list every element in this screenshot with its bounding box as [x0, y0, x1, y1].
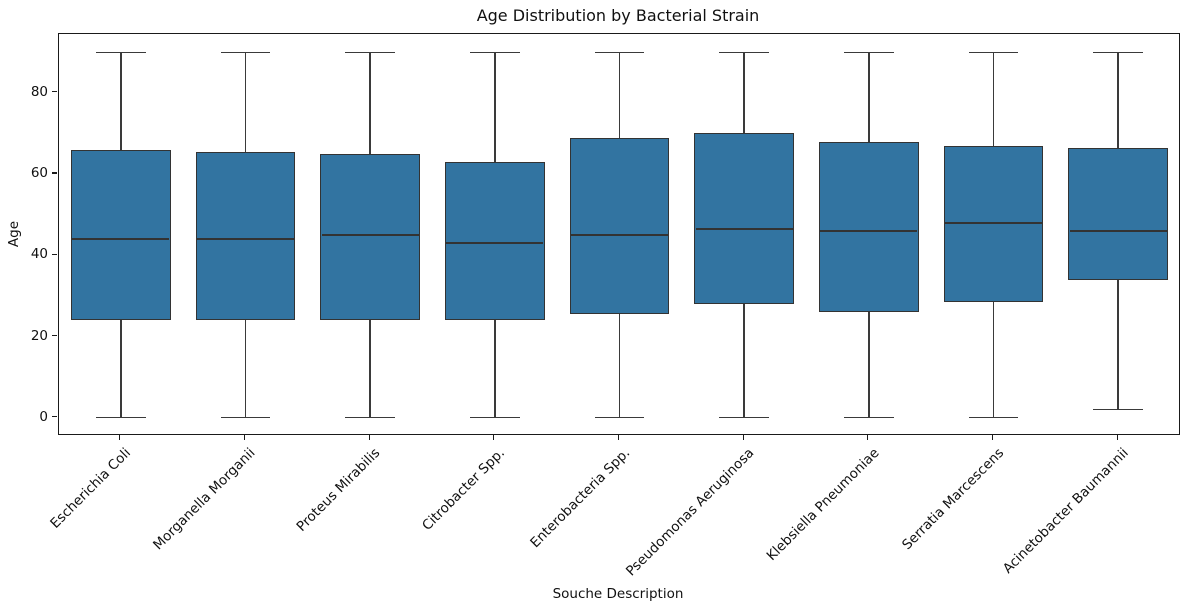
y-tick-mark	[52, 172, 57, 174]
lower-whisker-cap	[719, 416, 770, 419]
median-line	[820, 230, 918, 232]
upper-whisker-cap	[594, 51, 645, 54]
box-iqr	[70, 149, 171, 321]
x-tick-mark	[867, 435, 869, 440]
y-tick-mark	[52, 253, 57, 255]
x-tick-label: Pseudomonas Aeruginosa	[623, 445, 758, 580]
upper-whisker	[868, 52, 870, 142]
lower-whisker-cap	[469, 416, 520, 419]
upper-whisker	[369, 52, 371, 154]
median-line	[1069, 230, 1167, 232]
lower-whisker-cap	[843, 416, 894, 419]
x-tick-mark	[991, 435, 994, 440]
y-tick-label: 60	[30, 165, 48, 182]
box-iqr	[195, 151, 296, 321]
upper-whisker	[494, 52, 496, 162]
upper-whisker	[618, 52, 621, 138]
chart-title: Age Distribution by Bacterial Strain	[476, 6, 760, 25]
y-tick-label: 80	[30, 83, 48, 100]
box-iqr	[569, 137, 670, 315]
x-tick-label: Escherichia Coli	[47, 445, 135, 532]
lower-whisker	[1117, 279, 1119, 410]
lower-whisker	[369, 320, 371, 418]
median-line	[197, 238, 294, 240]
lower-whisker-cap	[345, 416, 396, 419]
lower-whisker-cap	[594, 416, 645, 419]
upper-whisker-cap	[95, 51, 146, 54]
lower-whisker-cap	[1093, 408, 1144, 411]
y-tick-label: 20	[30, 327, 48, 344]
median-line	[695, 228, 793, 230]
y-tick-label: 40	[30, 246, 48, 263]
box-iqr	[818, 141, 919, 313]
box-iqr	[444, 161, 545, 321]
median-line	[446, 242, 544, 245]
x-tick-mark	[119, 435, 121, 440]
upper-whisker-cap	[469, 51, 520, 54]
lower-whisker-cap	[95, 416, 146, 419]
upper-whisker	[1117, 52, 1119, 148]
x-tick-label: Morganella Morganii	[150, 445, 259, 554]
upper-whisker	[992, 52, 995, 146]
lower-whisker-cap	[968, 416, 1019, 419]
upper-whisker-cap	[843, 51, 894, 54]
lower-whisker	[868, 312, 870, 418]
x-tick-label: Proteus Mirabilis	[293, 445, 384, 535]
plot-area	[57, 33, 1180, 435]
lower-whisker-cap	[220, 416, 271, 419]
x-tick-mark	[493, 435, 495, 440]
box-iqr	[320, 153, 421, 321]
upper-whisker	[120, 52, 122, 150]
lower-whisker	[618, 314, 621, 418]
upper-whisker	[743, 52, 745, 134]
upper-whisker-cap	[345, 51, 396, 54]
median-line	[945, 221, 1042, 224]
median-line	[321, 234, 419, 236]
y-tick-mark	[52, 416, 57, 418]
upper-whisker-cap	[1093, 51, 1144, 54]
box-iqr	[943, 145, 1044, 302]
lower-whisker	[992, 302, 995, 418]
x-tick-label: Enterobacteria Spp.	[526, 445, 633, 552]
x-tick-label: Serratia Marcescens	[898, 445, 1007, 554]
upper-whisker	[244, 52, 247, 152]
median-line	[571, 234, 668, 236]
x-axis-label: Souche Description	[552, 586, 684, 602]
y-tick-mark	[52, 334, 57, 337]
x-tick-mark	[1116, 435, 1118, 440]
x-tick-mark	[742, 435, 744, 440]
x-tick-mark	[368, 435, 370, 440]
box-iqr	[694, 133, 795, 305]
x-tick-mark	[243, 435, 246, 440]
x-tick-label: Klebsiella Pneumoniae	[763, 445, 883, 564]
lower-whisker	[244, 320, 247, 418]
box-iqr	[1068, 147, 1169, 280]
y-tick-label: 0	[39, 408, 48, 425]
lower-whisker	[120, 320, 122, 418]
lower-whisker	[743, 304, 745, 418]
median-line	[72, 238, 170, 240]
x-tick-label: Citrobacter Spp.	[419, 445, 509, 534]
y-tick-mark	[52, 91, 57, 93]
upper-whisker-cap	[968, 51, 1019, 54]
upper-whisker-cap	[719, 51, 770, 54]
x-tick-label: Acinetobacter Baumannii	[999, 445, 1132, 577]
lower-whisker	[494, 320, 496, 418]
y-axis-label: Age	[6, 220, 22, 248]
x-tick-mark	[617, 435, 620, 440]
upper-whisker-cap	[220, 51, 271, 54]
